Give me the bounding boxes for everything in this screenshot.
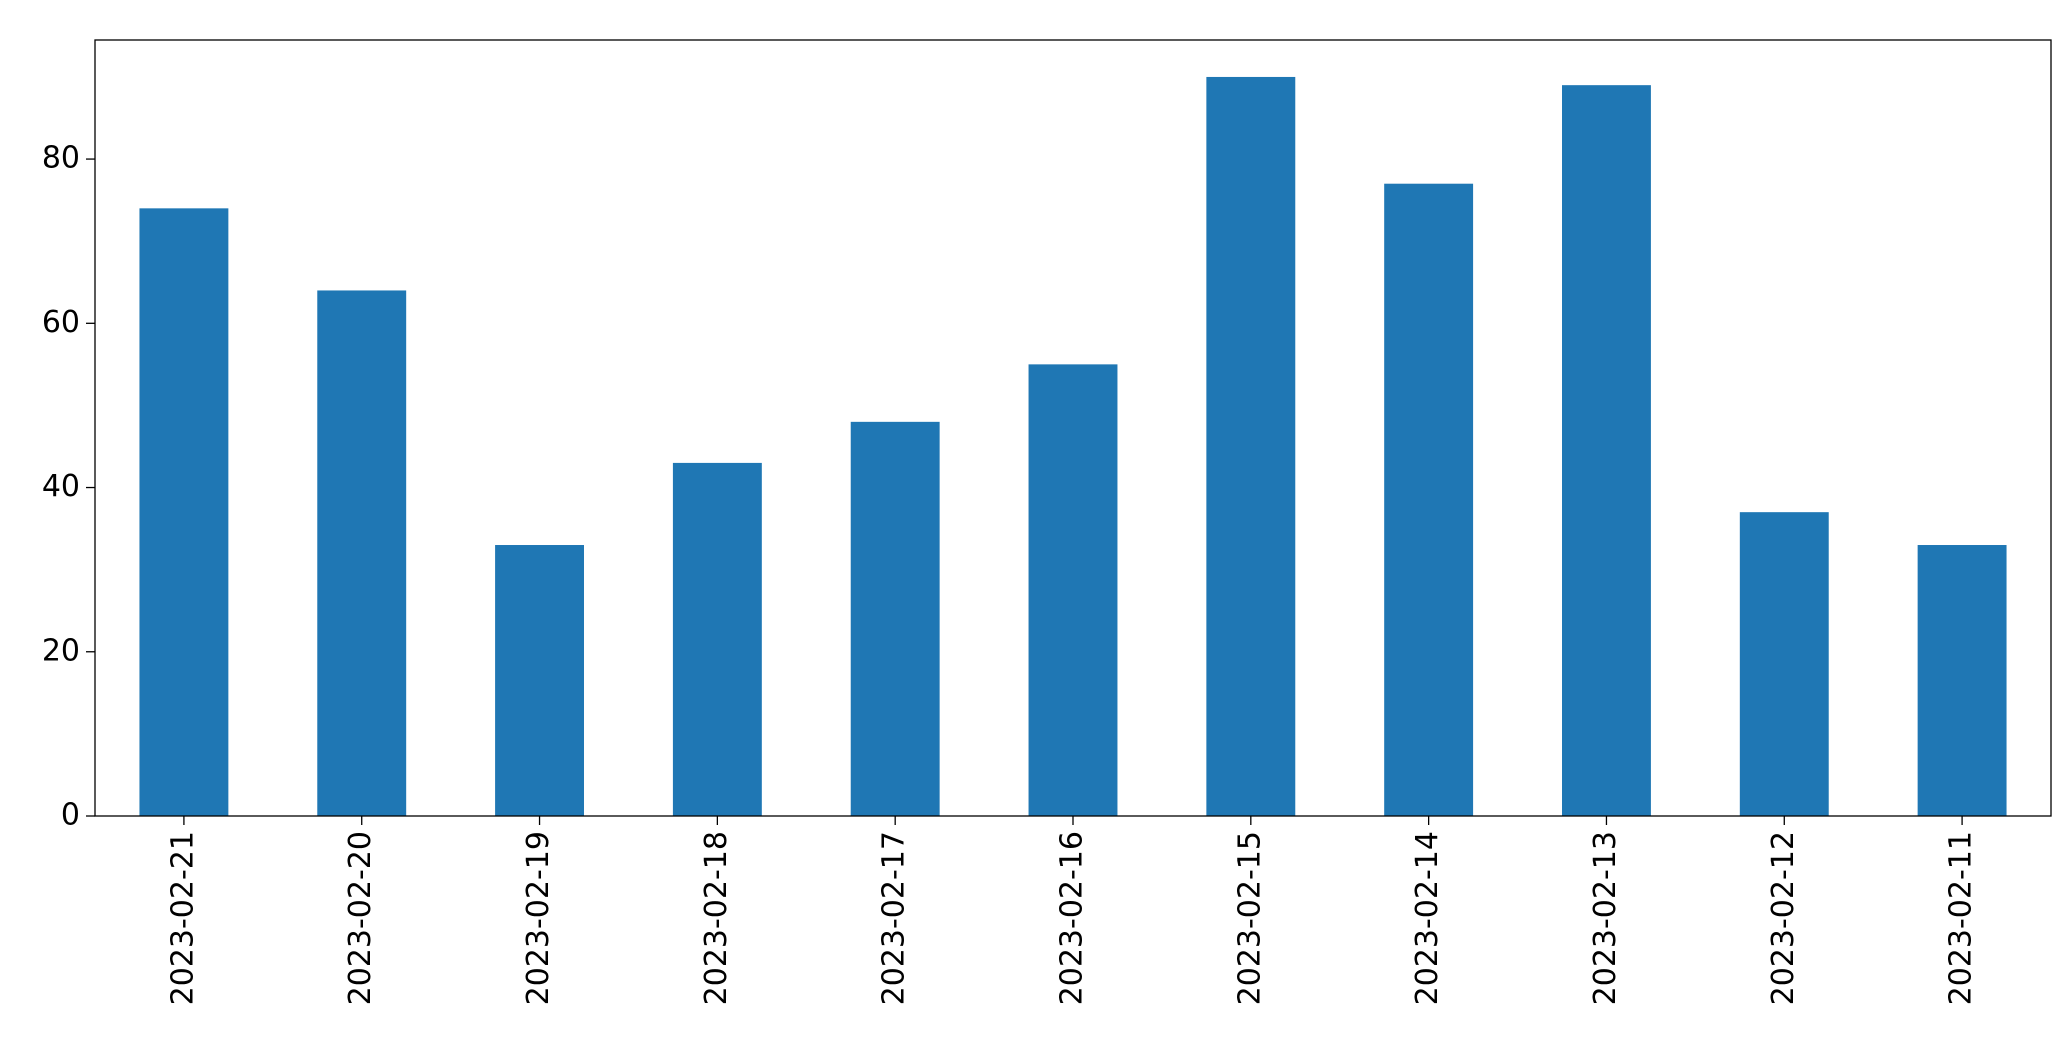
bar	[1739, 512, 1829, 816]
bar	[1562, 85, 1651, 817]
x-tick-label: 2023-02-12	[1766, 831, 1801, 1005]
y-tick-label: 40	[42, 469, 80, 504]
x-tick-label: 2023-02-18	[699, 831, 734, 1005]
x-tick-label: 2023-02-15	[1232, 831, 1267, 1005]
bar	[1206, 76, 1296, 816]
y-tick-label: 60	[42, 305, 80, 340]
x-tick-label: 2023-02-19	[521, 831, 556, 1005]
bar	[1917, 545, 2007, 816]
x-tick-label: 2023-02-17	[877, 831, 912, 1005]
x-tick-label: 2023-02-13	[1588, 831, 1623, 1005]
x-tick-label: 2023-02-16	[1055, 831, 1090, 1005]
bar	[1028, 364, 1118, 816]
bar	[1384, 183, 1474, 816]
y-tick-label: 80	[42, 141, 80, 176]
x-tick-label: 2023-02-20	[343, 831, 378, 1005]
plot-frame	[94, 39, 2052, 817]
x-tick-label: 2023-02-14	[1410, 831, 1445, 1005]
x-tick-label: 2023-02-11	[1944, 831, 1979, 1005]
y-tick-label: 0	[61, 798, 80, 833]
bar	[672, 462, 762, 816]
bar	[850, 421, 940, 816]
bar	[495, 545, 584, 816]
x-tick-label: 2023-02-21	[165, 831, 200, 1005]
y-tick-label: 20	[42, 633, 80, 668]
bar	[317, 290, 407, 816]
bar	[139, 208, 229, 816]
